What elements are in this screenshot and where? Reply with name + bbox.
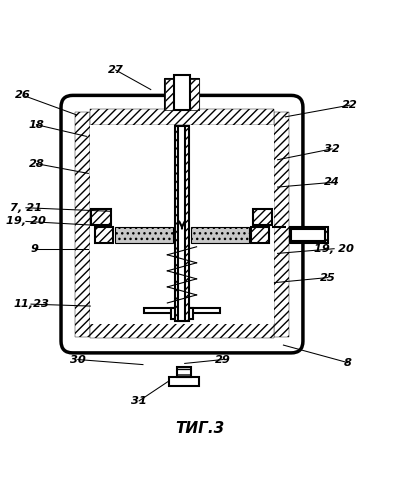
Bar	[191, 227, 249, 243]
Text: 29: 29	[215, 354, 231, 365]
Text: 7, 21: 7, 21	[10, 203, 42, 213]
FancyBboxPatch shape	[61, 95, 303, 353]
Bar	[290, 227, 328, 244]
Bar	[178, 308, 186, 313]
Text: 26: 26	[15, 90, 31, 100]
Bar	[190, 79, 199, 110]
Bar	[175, 126, 189, 320]
Text: 28: 28	[29, 159, 44, 169]
Bar	[90, 323, 274, 338]
Bar	[95, 227, 113, 243]
Text: 18: 18	[29, 120, 44, 130]
Text: 32: 32	[324, 144, 340, 154]
Bar	[291, 229, 325, 241]
Text: 19, 20: 19, 20	[314, 244, 354, 253]
Bar	[90, 125, 274, 324]
Bar	[165, 79, 174, 110]
Text: 24: 24	[324, 177, 340, 188]
Text: ΤИГ.3: ΤИГ.3	[175, 422, 224, 437]
Bar	[253, 209, 272, 225]
Text: 11,23: 11,23	[13, 299, 49, 309]
Text: 30: 30	[70, 354, 86, 365]
Text: 22: 22	[342, 100, 358, 110]
Bar	[179, 126, 185, 320]
Bar	[90, 109, 274, 125]
Bar	[91, 209, 111, 225]
Bar	[177, 367, 191, 377]
Bar	[111, 126, 253, 225]
Bar	[174, 75, 190, 110]
Text: 25: 25	[320, 272, 335, 282]
Bar	[274, 112, 289, 336]
Bar	[75, 112, 90, 336]
Bar	[115, 227, 173, 243]
Bar	[169, 377, 198, 386]
Text: 27: 27	[108, 65, 124, 75]
Text: 31: 31	[131, 396, 147, 406]
Bar	[171, 308, 193, 319]
Bar	[144, 308, 220, 313]
Text: 19, 20: 19, 20	[6, 217, 46, 227]
Text: 9: 9	[31, 244, 39, 253]
Text: 8: 8	[344, 358, 352, 368]
Bar	[251, 227, 268, 243]
